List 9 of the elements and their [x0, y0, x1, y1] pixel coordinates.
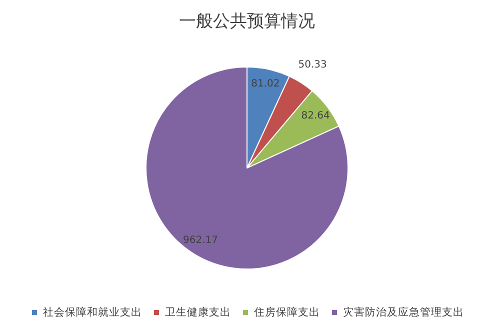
legend-label: 灾害防治及应急管理支出 [343, 306, 464, 318]
data-label: 82.64 [301, 110, 330, 122]
data-label: 962.17 [182, 234, 218, 246]
chart-title: 一般公共预算情况 [179, 12, 315, 32]
legend-label: 社会保障和就业支出 [43, 306, 142, 318]
data-label: 50.33 [298, 60, 327, 71]
data-label: 81.02 [251, 78, 280, 90]
legend-label: 住房保障支出 [254, 306, 320, 318]
legend-label: 卫生健康支出 [165, 306, 231, 318]
